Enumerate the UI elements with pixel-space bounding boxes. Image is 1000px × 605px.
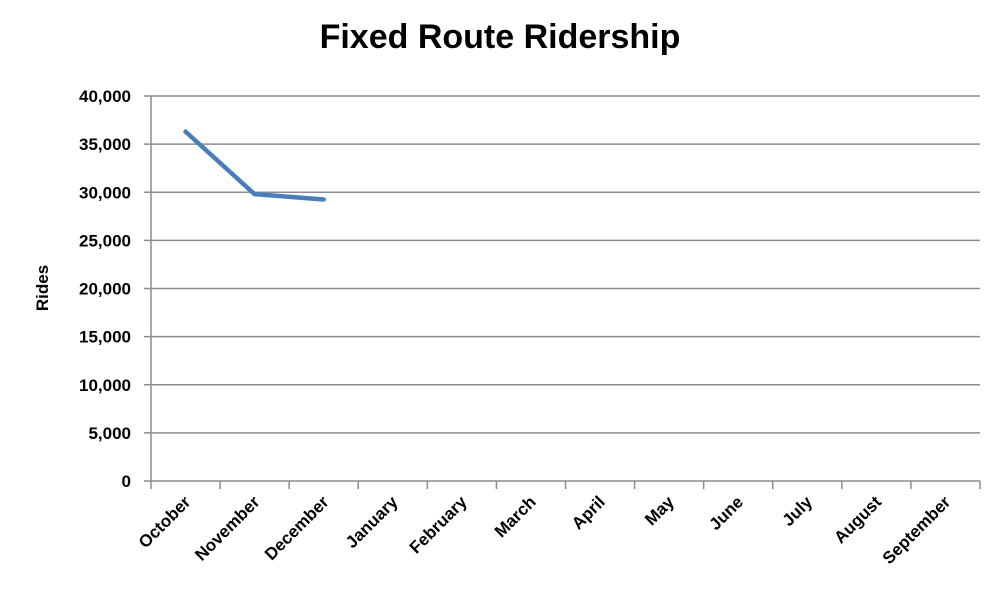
axes (144, 95, 981, 489)
y-tick-label: 0 (122, 472, 131, 491)
y-tick-label: 5,000 (88, 424, 131, 443)
y-axis-title: Rides (33, 265, 52, 311)
x-tick-label: July (779, 492, 817, 530)
y-tick-label: 25,000 (79, 231, 131, 250)
series-line (183, 129, 326, 202)
y-tick-label: 20,000 (79, 280, 131, 299)
gridlines (151, 95, 980, 434)
x-tick-label: September (879, 492, 955, 568)
x-tick-label: November (191, 492, 263, 564)
x-tick-label: June (706, 492, 747, 533)
y-tick-labels: 0 5,000 10,000 15,000 20,000 25,000 30,000 35,0… (79, 87, 131, 491)
y-tick-label: 10,000 (79, 376, 131, 395)
x-tick-label: January (342, 492, 402, 552)
x-tick-label: October (135, 492, 195, 552)
y-tick-label: 35,000 (79, 135, 131, 154)
y-tick-label: 30,000 (79, 183, 131, 202)
y-tick-label: 15,000 (79, 328, 131, 347)
series-lines (183, 129, 326, 202)
x-tick-label: March (491, 492, 540, 541)
x-tick-label: August (830, 492, 885, 547)
chart-title: Fixed Route Ridership (319, 18, 681, 56)
x-tick-label: December (261, 492, 333, 564)
y-tick-label: 40,000 (79, 87, 131, 106)
x-tick-label: February (406, 492, 471, 557)
x-tick-label: May (641, 492, 678, 529)
x-tick-label: April (568, 492, 609, 533)
